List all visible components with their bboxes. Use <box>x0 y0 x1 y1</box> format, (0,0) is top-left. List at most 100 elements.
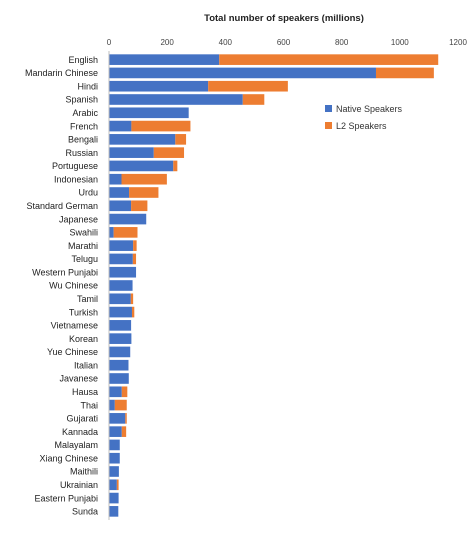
bar-native-8 <box>109 160 174 172</box>
chart-title: Total number of speakers (millions) <box>204 13 364 24</box>
bar-l2-26 <box>114 399 127 411</box>
x-tick-label-1: 200 <box>160 38 174 47</box>
bar-native-25 <box>109 386 122 398</box>
bar-native-18 <box>109 293 131 305</box>
bar-l2-7 <box>153 147 185 158</box>
bar-native-9 <box>109 173 122 185</box>
bar-native-10 <box>109 187 130 198</box>
legend: Native Speakers L2 Speakers <box>325 104 403 131</box>
bar-native-3 <box>109 94 243 105</box>
x-tick-label-5: 1000 <box>391 38 409 47</box>
legend-swatch-0 <box>325 105 332 112</box>
bar-native-19 <box>109 306 132 318</box>
x-tick-label-4: 800 <box>335 38 349 47</box>
category-label-30: Xiang Chinese <box>39 453 98 463</box>
category-label-22: Yue Chinese <box>47 347 98 357</box>
x-axis-ticks: 0 200 400 600 800 1000 1200 <box>107 38 468 47</box>
bar-l2-8 <box>173 160 178 172</box>
bar-native-13 <box>109 227 114 238</box>
category-label-1: Mandarin Chinese <box>25 68 98 78</box>
bar-native-30 <box>109 452 120 464</box>
category-label-31: Maithili <box>70 467 98 477</box>
category-label-18: Tamil <box>77 294 98 304</box>
category-label-28: Kannada <box>62 427 98 437</box>
bar-native-31 <box>109 466 119 477</box>
bar-native-34 <box>109 506 119 517</box>
bar-l2-13 <box>113 227 138 238</box>
bar-l2-0 <box>219 54 439 65</box>
category-label-29: Malayalam <box>54 440 98 450</box>
bar-native-6 <box>109 134 176 145</box>
bar-l2-28 <box>121 426 127 437</box>
bar-native-20 <box>109 320 132 331</box>
bar-native-29 <box>109 439 120 451</box>
bar-native-28 <box>109 426 122 437</box>
category-label-2: Hindi <box>77 81 98 91</box>
x-tick-label-3: 600 <box>277 38 291 47</box>
category-label-27: Gujarati <box>66 414 98 424</box>
x-tick-label-2: 400 <box>219 38 233 47</box>
bar-native-17 <box>109 280 133 291</box>
category-label-11: Standard German <box>26 201 98 211</box>
bar-native-11 <box>109 200 132 212</box>
bar-native-5 <box>109 120 132 132</box>
bar-l2-19 <box>131 306 135 318</box>
category-label-23: Italian <box>74 360 98 370</box>
bar-native-12 <box>109 213 147 225</box>
category-label-16: Western Punjabi <box>32 267 98 277</box>
category-label-21: Korean <box>69 334 98 344</box>
bar-native-26 <box>109 399 115 411</box>
category-label-24: Javanese <box>59 374 98 384</box>
category-label-5: French <box>70 121 98 131</box>
category-label-9: Indonesian <box>54 174 98 184</box>
bar-native-2 <box>109 80 209 92</box>
category-label-26: Thai <box>80 400 98 410</box>
category-label-15: Telugu <box>71 254 98 264</box>
bar-l2-18 <box>130 293 134 305</box>
bar-l2-25 <box>121 386 128 398</box>
category-label-34: Sunda <box>72 507 98 517</box>
bar-native-22 <box>109 346 131 358</box>
legend-swatch-1 <box>325 122 332 129</box>
bar-native-24 <box>109 373 129 384</box>
category-label-20: Vietnamese <box>51 321 98 331</box>
bar-l2-15 <box>132 253 137 265</box>
bar-l2-10 <box>129 187 159 198</box>
x-tick-label-6: 1200 <box>449 38 467 47</box>
bar-native-23 <box>109 359 129 371</box>
bar-native-4 <box>109 107 189 119</box>
category-label-33: Eastern Punjabi <box>34 493 98 503</box>
bar-l2-11 <box>131 200 148 212</box>
category-label-14: Marathi <box>68 241 98 251</box>
category-label-32: Ukrainian <box>60 480 98 490</box>
bar-native-16 <box>109 266 137 278</box>
bar-native-27 <box>109 413 126 424</box>
category-labels: English Mandarin Chinese Hindi Spanish Arabi… <box>25 55 99 517</box>
bar-native-33 <box>109 492 119 504</box>
bar-l2-32 <box>116 479 119 491</box>
legend-label-1: L2 Speakers <box>336 121 387 131</box>
bar-l2-5 <box>131 120 191 132</box>
category-label-8: Portuguese <box>52 161 98 171</box>
bar-native-21 <box>109 333 132 344</box>
bar-native-14 <box>109 240 134 251</box>
category-label-25: Hausa <box>72 387 98 397</box>
bar-l2-1 <box>375 67 434 79</box>
category-label-12: Japanese <box>59 214 98 224</box>
category-label-7: Russian <box>65 148 98 158</box>
bar-native-32 <box>109 479 117 491</box>
bar-native-0 <box>109 54 220 65</box>
category-label-19: Turkish <box>69 307 98 317</box>
bars <box>109 54 439 517</box>
category-label-13: Swahili <box>69 228 98 238</box>
category-label-3: Spanish <box>65 95 98 105</box>
category-label-4: Arabic <box>72 108 98 118</box>
bar-l2-27 <box>125 413 127 424</box>
x-tick-label-0: 0 <box>107 38 112 47</box>
category-label-17: Wu Chinese <box>49 281 98 291</box>
category-label-10: Urdu <box>78 188 98 198</box>
bar-native-7 <box>109 147 154 158</box>
legend-label-0: Native Speakers <box>336 104 403 114</box>
bar-l2-14 <box>133 240 137 251</box>
